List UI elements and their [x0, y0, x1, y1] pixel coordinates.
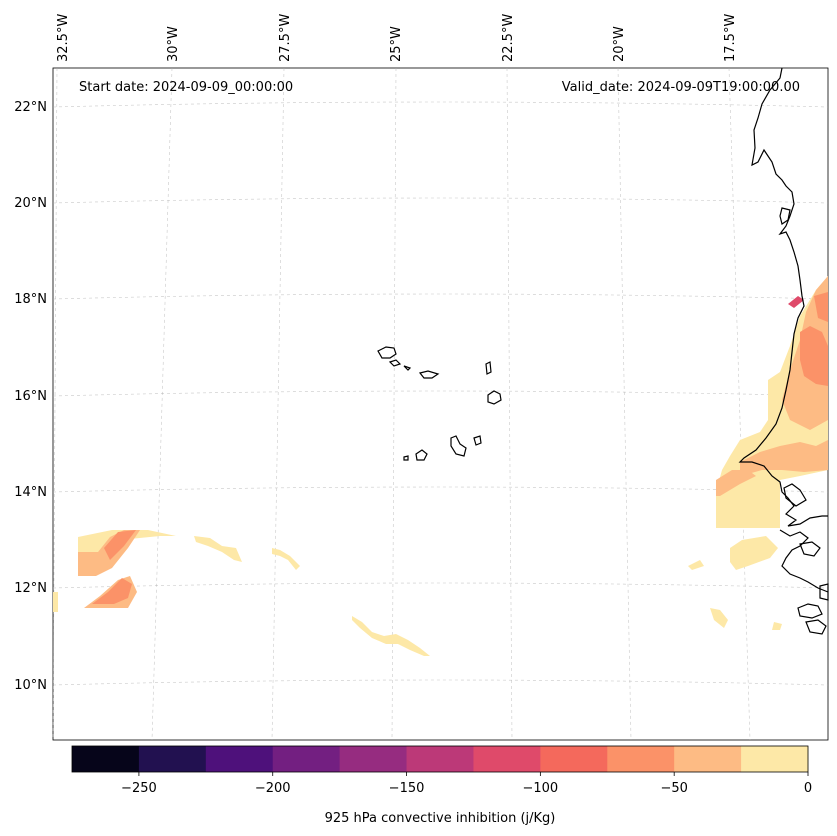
- island: [415, 449, 428, 461]
- lat-label: 20°N: [14, 196, 47, 211]
- cin-region: [104, 530, 136, 560]
- cin-region: [772, 622, 782, 630]
- start-date-label: Start date: 2024-09-09_00:00:00: [79, 80, 293, 95]
- island: [487, 390, 502, 405]
- cin-region: [800, 326, 828, 386]
- cin-region: [272, 548, 300, 570]
- colorbar-tick-label: −150: [389, 781, 425, 796]
- colorbar-tick-label: −50: [660, 781, 687, 796]
- cin-region: [352, 616, 430, 656]
- colorbar-swatch: [607, 746, 675, 772]
- colorbar-swatch: [473, 746, 541, 772]
- colorbar-title: 925 hPa convective inhibition (j/Kg): [325, 811, 556, 826]
- longitude-labels: 32.5°W 30°W 27.5°W 25°W 22.5°W 20°W 17.5…: [56, 14, 738, 62]
- colorbar-tick-label: −200: [255, 781, 291, 796]
- valid-date-label: Valid_date: 2024-09-09T19:00:00.00: [562, 80, 800, 95]
- colorbar-tick-label: 0: [804, 781, 812, 796]
- island: [450, 435, 467, 457]
- cin-region: [814, 292, 828, 322]
- lon-label: 22.5°W: [501, 14, 516, 62]
- island: [388, 359, 402, 367]
- colorbar-swatch: [741, 746, 809, 772]
- lat-label: 22°N: [14, 100, 47, 115]
- colorbar-swatch: [540, 746, 608, 772]
- lat-label: 10°N: [14, 678, 47, 693]
- cin-region: [688, 560, 704, 570]
- cin-region: [53, 592, 58, 612]
- lat-label: 12°N: [14, 581, 47, 596]
- lon-label: 30°W: [166, 26, 181, 62]
- cin-region: [710, 608, 728, 628]
- colorbar-swatch: [272, 746, 341, 772]
- latitude-gridlines: [52, 101, 829, 686]
- colorbar-swatch: [138, 746, 207, 772]
- lat-label: 18°N: [14, 292, 47, 307]
- longitude-gridlines: [52, 67, 751, 741]
- colorbar-swatch: [674, 746, 742, 772]
- colorbar-swatches: [72, 746, 809, 772]
- lon-label: 20°W: [612, 26, 627, 62]
- island: [418, 370, 440, 379]
- lat-label: 16°N: [14, 389, 47, 404]
- island: [485, 361, 492, 375]
- colorbar-tick-label: −100: [523, 781, 559, 796]
- island: [403, 365, 412, 371]
- island: [377, 346, 397, 359]
- colorbar-frame: [71, 745, 809, 773]
- lon-label: 25°W: [389, 26, 404, 62]
- colorbar: −250 −200 −150 −100 −50 0 925 hPa convective …: [71, 745, 812, 826]
- cin-region: [92, 578, 132, 604]
- colorbar-swatch: [205, 746, 274, 772]
- cin-region: [194, 536, 242, 562]
- colorbar-tick-label: −250: [121, 781, 157, 796]
- colorbar-swatch: [406, 746, 474, 772]
- colorbar-swatch: [72, 746, 140, 772]
- island: [403, 455, 409, 461]
- colorbar-ticks: −250 −200 −150 −100 −50 0: [121, 772, 812, 796]
- map-area: Start date: 2024-09-09_00:00:00 Valid_da…: [52, 67, 829, 741]
- lat-label: 14°N: [14, 485, 47, 500]
- colorbar-swatch: [339, 746, 408, 772]
- cin-region: [730, 536, 778, 570]
- latitude-labels: 22°N 20°N 18°N 16°N 14°N 12°N 10°N: [14, 100, 47, 693]
- coastline: [738, 67, 829, 635]
- island: [473, 435, 482, 446]
- lon-label: 27.5°W: [278, 14, 293, 62]
- cin-region: [716, 470, 756, 496]
- cin-region: [788, 296, 804, 308]
- cape-verde-islands: [377, 346, 502, 461]
- cin-contours: [53, 276, 828, 656]
- lon-label: 32.5°W: [56, 14, 71, 62]
- lon-label: 17.5°W: [723, 14, 738, 62]
